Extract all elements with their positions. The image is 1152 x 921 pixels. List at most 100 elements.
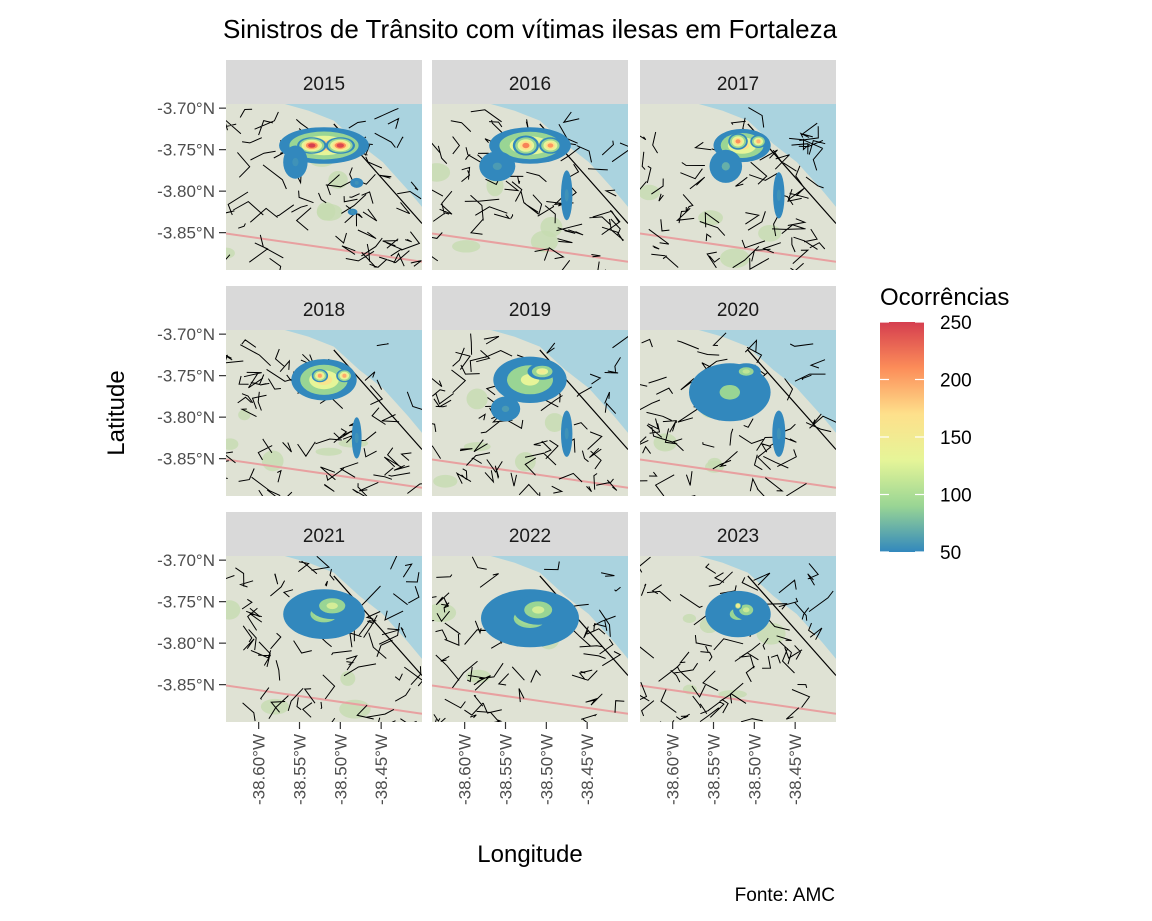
density-contour: [538, 369, 546, 374]
density-contour: [336, 143, 344, 148]
basemap-park: [226, 600, 241, 620]
neighborhood-boundaries: [432, 333, 628, 496]
density-contour: [354, 432, 359, 444]
basemap-road: [432, 232, 628, 263]
facet-map: [640, 104, 836, 270]
facet-map: [226, 556, 422, 722]
basemap-park: [340, 671, 356, 686]
basemap-park: [544, 413, 565, 432]
facet-map: [226, 330, 422, 496]
basemap-park: [640, 184, 660, 201]
legend-break-label: 250: [940, 313, 972, 334]
facet-panels: 2015 2016 2017 2018 2019 2020 2021 2022 2023: [226, 60, 836, 722]
basemap-road: [432, 684, 628, 715]
y-tick-label: -3.75°N: [157, 593, 215, 612]
basemap-road: [640, 458, 836, 489]
x-tick-label: -38.45°W: [578, 734, 597, 805]
density-contour: [776, 427, 781, 440]
legend-break-label: 100: [940, 486, 972, 507]
basemap-park: [316, 203, 343, 221]
density-contour: [317, 373, 322, 378]
facet-2015: 2015: [226, 60, 422, 270]
basemap-park: [758, 224, 782, 242]
facet-strip-label: 2015: [303, 74, 345, 95]
density-contour: [564, 427, 569, 440]
coast-boundary: [747, 575, 836, 676]
basemap-sea: [698, 556, 836, 659]
basemap-park: [719, 248, 750, 268]
facet-strip-label: 2018: [303, 300, 345, 321]
density-contour: [350, 209, 355, 214]
x-tick-label: -38.60°W: [664, 734, 683, 805]
legend-break-label: 200: [940, 371, 972, 392]
basemap-park: [432, 163, 451, 182]
legend-break-label: 50: [940, 543, 961, 564]
density-contour: [292, 157, 299, 167]
facet-strip-label: 2022: [509, 526, 551, 547]
basemap-sea: [490, 330, 628, 433]
facet-2022: 2022: [432, 512, 628, 722]
facet-strip: [226, 286, 422, 330]
coast-boundary: [333, 575, 422, 676]
facet-map: [640, 330, 836, 496]
facet-2021: 2021: [226, 512, 422, 722]
basemap-park: [452, 240, 481, 253]
basemap-park: [530, 230, 559, 253]
x-tick-label: -38.60°W: [456, 734, 475, 805]
basemap-park: [433, 474, 458, 488]
facet-strip-label: 2017: [717, 74, 759, 95]
facet-strip: [432, 512, 628, 556]
facet-map: [432, 556, 628, 722]
x-tick-label: -38.50°W: [745, 734, 764, 805]
facet-map: [432, 104, 628, 270]
facet-strip-label: 2016: [509, 74, 551, 95]
density-contour: [492, 162, 502, 170]
basemap-sea: [284, 104, 422, 207]
facet-strip: [640, 512, 836, 556]
density-contour: [721, 162, 730, 171]
y-tick-label: -3.85°N: [157, 450, 215, 469]
facet-2017: 2017: [640, 60, 836, 270]
x-tick-label: -38.50°W: [537, 734, 556, 805]
density-contour: [501, 405, 510, 412]
density-contour: [719, 385, 740, 400]
y-axes: -3.70°N -3.75°N -3.80°N -3.85°N -3.70°N -3.75…: [157, 99, 226, 695]
basemap-road: [226, 684, 422, 715]
facet-strip-label: 2021: [303, 526, 345, 547]
x-tick-label: -38.60°W: [250, 734, 269, 805]
basemap-park: [432, 603, 457, 623]
facet-2020: 2020: [640, 286, 836, 496]
basemap-sea: [284, 330, 422, 433]
density-contour: [326, 602, 338, 610]
density-contour: [756, 139, 761, 144]
facet-2019: 2019: [432, 286, 628, 496]
legend-break-label: 150: [940, 428, 972, 449]
density-contour: [354, 180, 359, 185]
density-contour: [564, 189, 569, 202]
basemap-park: [514, 452, 536, 472]
x-tick-label: -38.45°W: [372, 734, 391, 805]
x-tick-label: -38.55°W: [705, 734, 724, 805]
facet-map: [640, 556, 836, 722]
density-contour: [736, 603, 740, 608]
x-tick-label: -38.55°W: [291, 734, 310, 805]
facet-strip: [226, 512, 422, 556]
density-contour: [342, 373, 347, 378]
coast-boundary: [747, 349, 836, 450]
y-axis-title: Latitude: [103, 370, 130, 455]
chart-title: Sinistros de Trânsito com vítimas ilesas…: [223, 14, 838, 44]
y-tick-label: -3.80°N: [157, 182, 215, 201]
basemap-sea: [698, 330, 836, 433]
x-axis-title: Longitude: [477, 841, 582, 868]
facet-2018: 2018: [226, 286, 422, 496]
density-contour: [742, 369, 750, 374]
density-contour: [735, 139, 741, 144]
x-tick-label: -38.55°W: [497, 734, 516, 805]
density-contour: [776, 189, 781, 202]
facet-2023: 2023: [640, 512, 836, 722]
basemap-road: [432, 458, 628, 489]
basemap-sea: [490, 104, 628, 207]
density-contour: [532, 606, 545, 614]
caption-source: Fonte: AMC: [735, 885, 835, 906]
